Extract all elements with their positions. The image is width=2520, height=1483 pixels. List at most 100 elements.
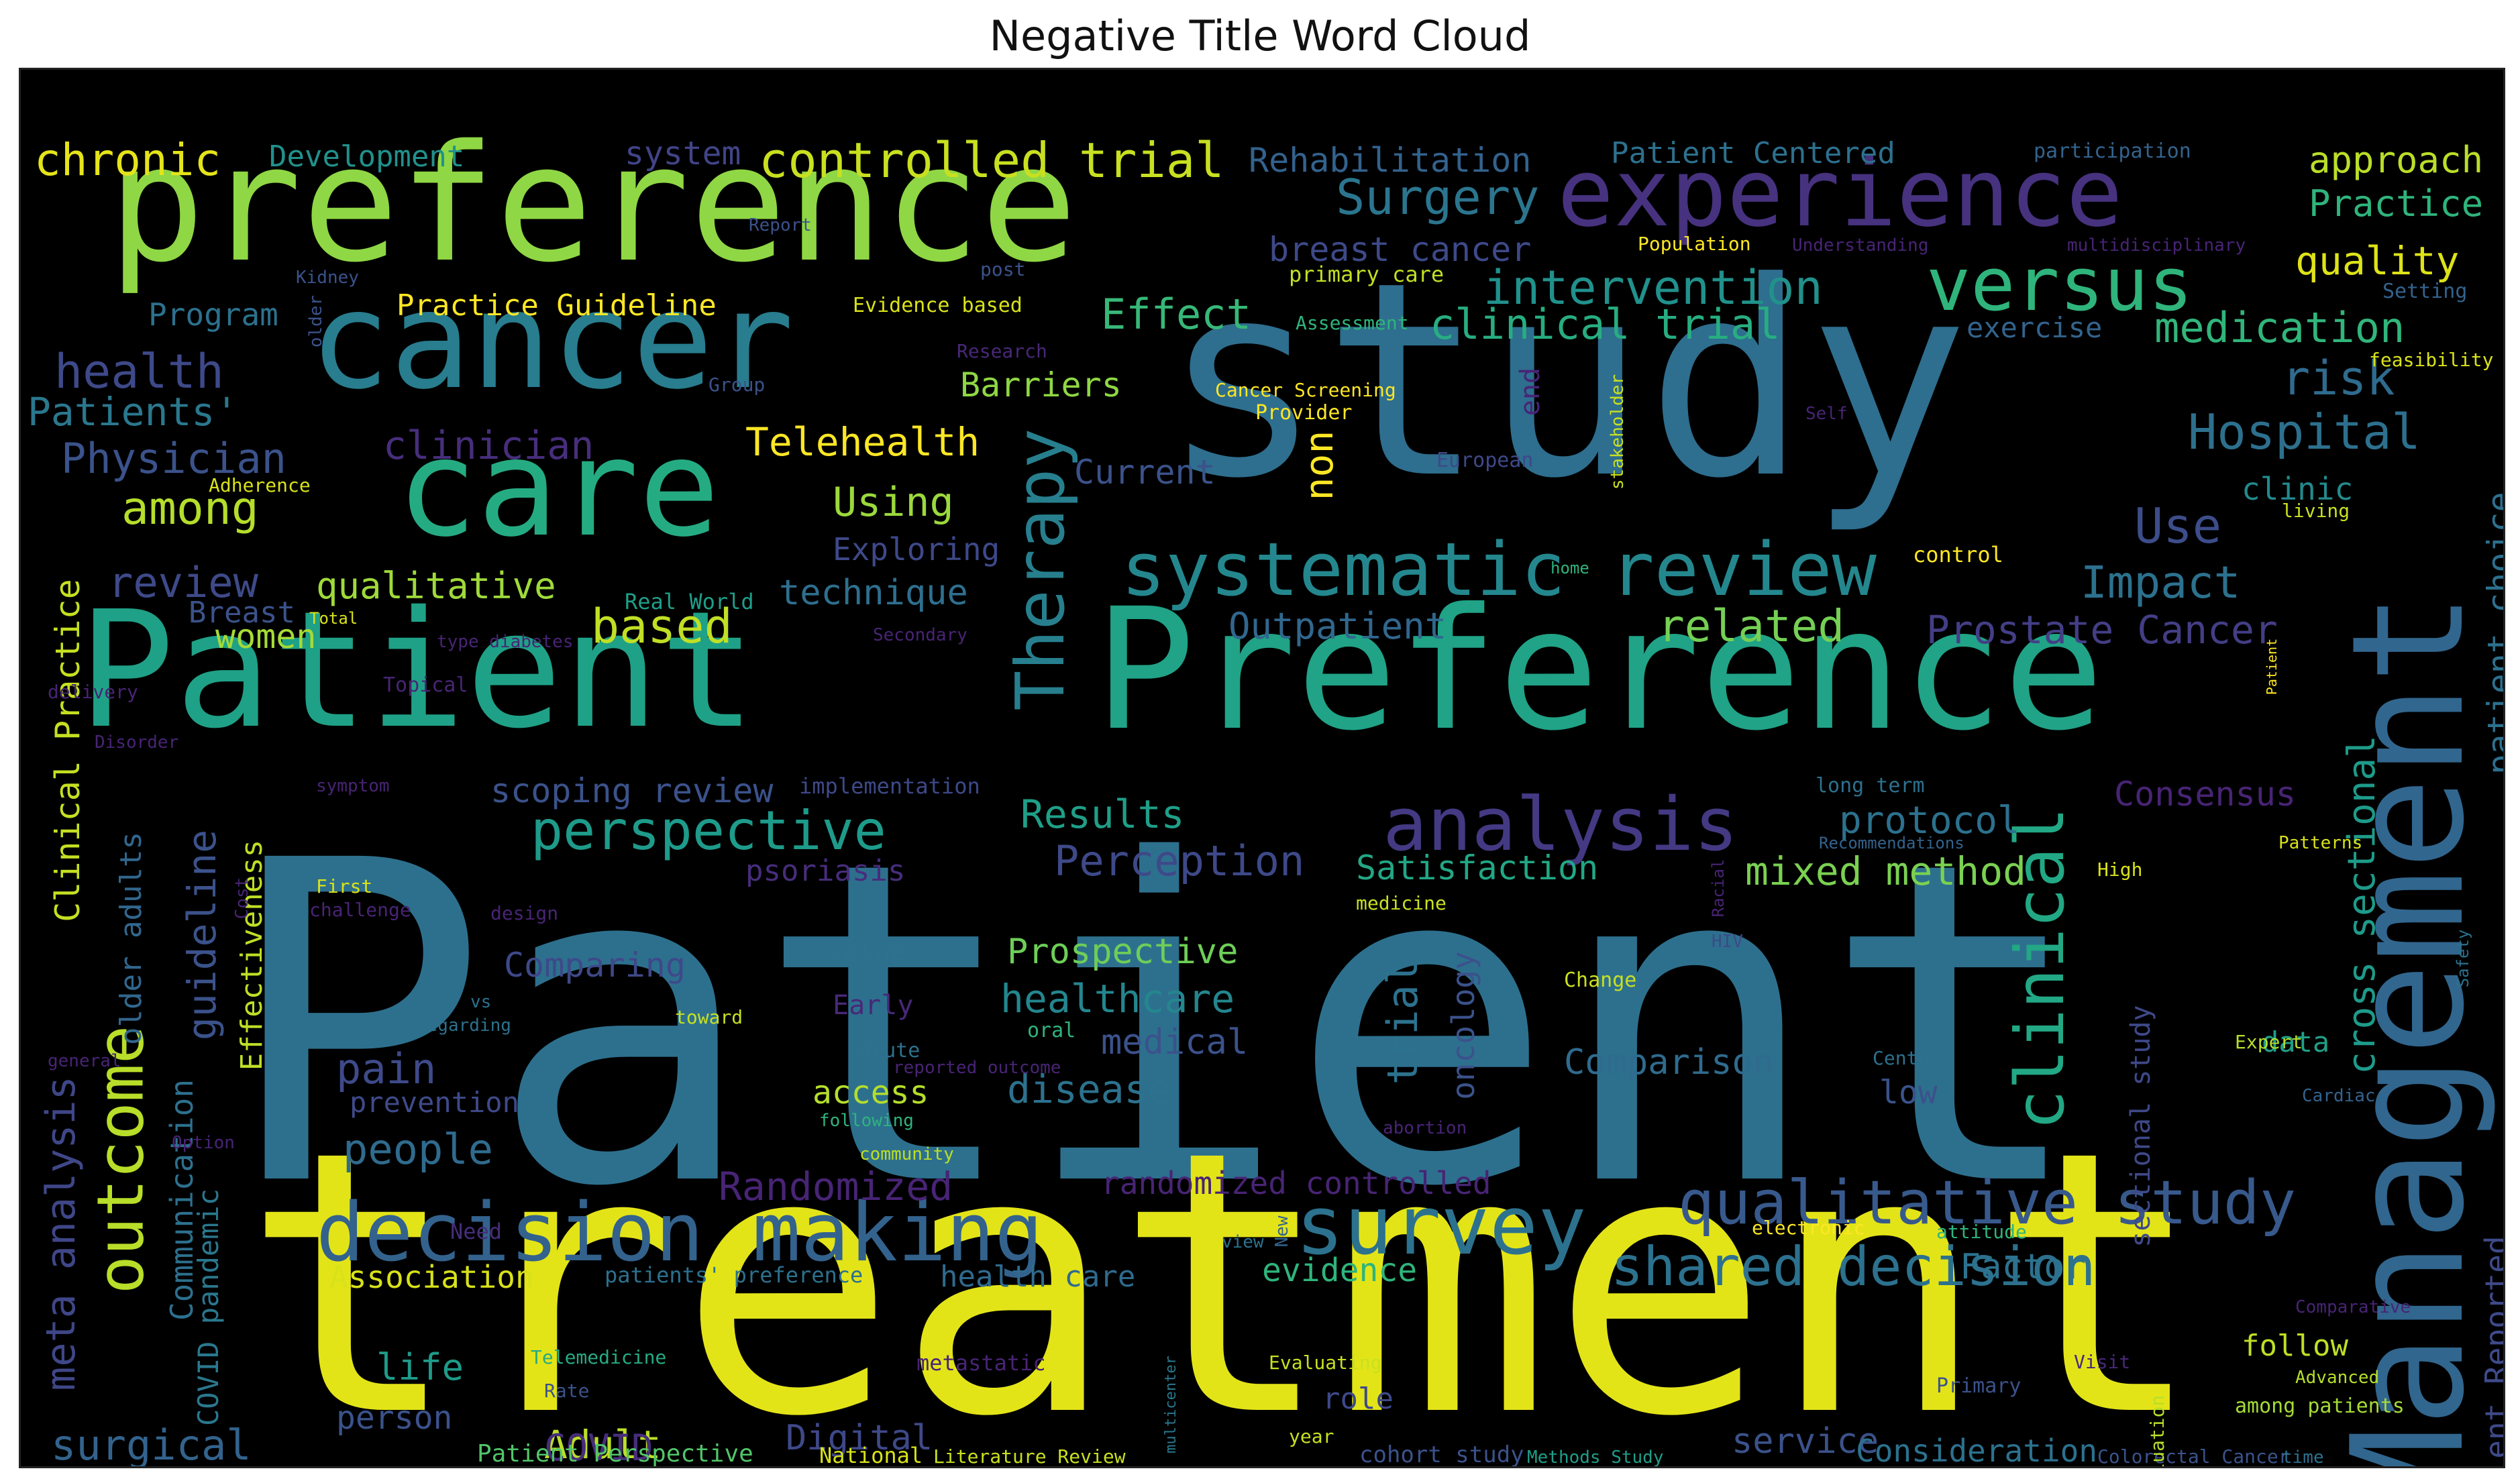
word: Secondary — [873, 625, 967, 645]
word: Kidney — [296, 268, 359, 288]
word: Comparison — [1564, 1042, 1775, 1083]
word: clinic — [2242, 471, 2354, 507]
word: cancer — [309, 263, 794, 419]
word: Rate — [544, 1380, 590, 1402]
word: multidisciplinary — [2067, 235, 2246, 256]
word: chronic — [34, 134, 221, 186]
word: Safety — [2454, 929, 2472, 988]
word: oncology — [1445, 951, 1481, 1100]
word: Consideration — [1856, 1433, 2098, 1468]
word: clinical trial — [1430, 300, 1781, 349]
word: Satisfaction — [1356, 848, 1599, 887]
word: Provider — [1255, 401, 1353, 425]
word: medication — [2154, 303, 2405, 352]
word: patients' preference — [605, 1262, 863, 1288]
word: among — [121, 482, 259, 535]
word: intervention — [1483, 260, 1823, 315]
word: Report — [749, 215, 812, 235]
word: feasibility — [2369, 349, 2494, 371]
word: Expert — [2235, 1031, 2303, 1053]
word: Patterns — [2278, 833, 2363, 853]
word: Impact — [2081, 557, 2241, 608]
word: preference — [108, 110, 1078, 298]
word: Real World — [625, 589, 754, 614]
word-cloud: Patient treatment study Preference Patie… — [19, 68, 2505, 1468]
word: HIV — [1712, 932, 1743, 952]
word: Methods Study — [1527, 1447, 1664, 1468]
word: shared decision — [1611, 1235, 2096, 1298]
word: general — [48, 1051, 121, 1071]
word: Current — [1074, 453, 1216, 492]
word: Option — [172, 1133, 235, 1153]
word: primary care — [1289, 262, 1445, 287]
word: control — [1913, 542, 2003, 567]
word: Prospective — [1007, 932, 1239, 972]
word: prevention — [350, 1086, 519, 1119]
word: Hospital — [2188, 404, 2421, 460]
word: risk — [2282, 351, 2395, 406]
word: Telemedicine — [531, 1346, 667, 1368]
word: Results — [1020, 791, 1185, 837]
word: access — [812, 1074, 929, 1111]
word: challenge — [309, 899, 411, 921]
word: Cardiac — [2302, 1086, 2376, 1106]
word: psoriasis — [745, 854, 906, 888]
word: Racial — [1709, 859, 1728, 918]
word: Adult — [544, 1422, 662, 1468]
word: perspective — [531, 800, 886, 862]
word: trial — [1378, 959, 1427, 1085]
word: abortion — [1383, 1118, 1467, 1138]
word: vs — [470, 992, 492, 1012]
word: qualitative — [316, 565, 556, 607]
word: Patient Reported — [2478, 1235, 2505, 1466]
word: Change — [1564, 969, 1637, 992]
word: evidence — [1262, 1252, 1418, 1289]
word: mixed method — [1745, 848, 2027, 894]
word: Therapy — [1001, 428, 1080, 711]
word: cohort study — [1359, 1441, 1524, 1468]
word: Association — [329, 1259, 534, 1295]
word: Comparative — [2295, 1297, 2411, 1317]
word: experience — [1557, 139, 2123, 248]
word: scoping review — [490, 771, 774, 810]
word: Comparing — [504, 946, 686, 985]
word: Adherence — [209, 474, 311, 496]
word: end — [1515, 367, 1546, 417]
word: controlled trial — [759, 132, 1224, 188]
word: pain — [336, 1044, 437, 1093]
word: person — [336, 1399, 453, 1437]
word: Using — [833, 479, 954, 526]
word: Center — [1873, 1047, 1941, 1069]
word: Patient — [2264, 638, 2280, 696]
word: survey — [1296, 1180, 1587, 1273]
word: systematic review — [1121, 527, 1877, 612]
word: exercise — [1966, 311, 2103, 344]
word: time — [2282, 1447, 2324, 1468]
word: disease — [1007, 1066, 1171, 1112]
word: service — [1732, 1421, 1879, 1462]
word: Patients' — [28, 389, 239, 435]
word: older — [306, 294, 326, 348]
word: sectional study — [2125, 1005, 2156, 1248]
word: review — [108, 558, 258, 607]
word: Setting — [2382, 280, 2468, 303]
word: treatment — [242, 1075, 2205, 1468]
word: health — [54, 344, 224, 399]
word: symptom — [316, 776, 390, 796]
word: Patient — [78, 576, 757, 764]
word: Primary — [1936, 1374, 2022, 1398]
word: Topical — [383, 673, 468, 697]
word: analysis — [1383, 781, 1738, 867]
word: regarding — [417, 1015, 511, 1036]
word: non — [1296, 430, 1342, 501]
word: Assessment — [1296, 312, 1409, 334]
word: Acute — [859, 1039, 921, 1062]
word: COVID pandemic — [192, 1188, 225, 1427]
word: Factor — [1960, 1247, 2086, 1287]
word: Cost — [232, 877, 252, 920]
word: meta analysis — [38, 1076, 85, 1391]
word: Preference — [1094, 572, 2105, 767]
word: Patient Perspective — [477, 1440, 753, 1468]
word: data — [2262, 1026, 2330, 1058]
word: Breast — [189, 596, 295, 630]
